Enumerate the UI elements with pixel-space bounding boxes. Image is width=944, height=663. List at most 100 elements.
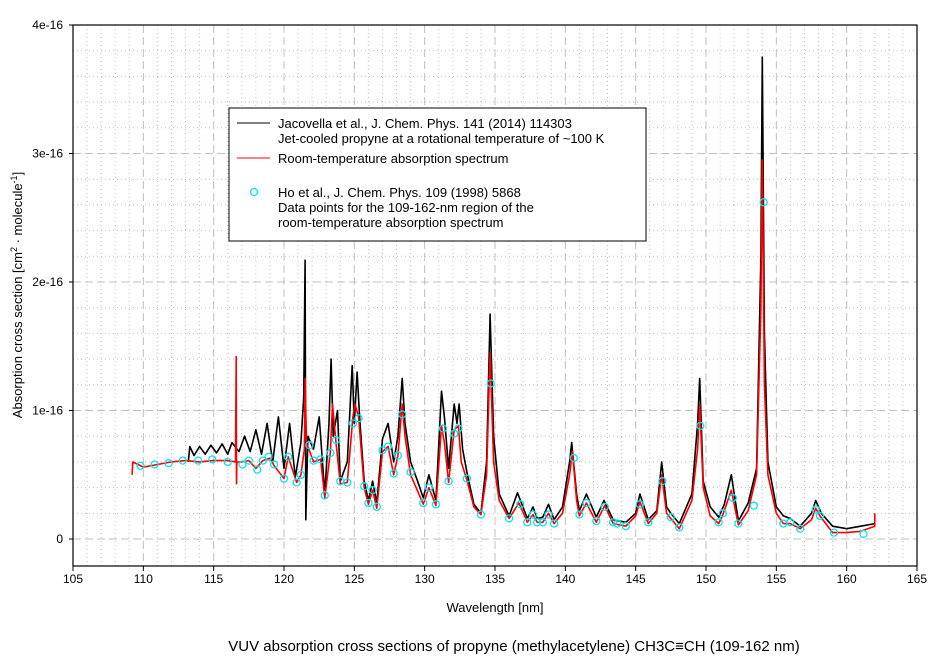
data-point-ho [592,516,601,526]
data-point-ho [383,442,393,451]
x-tick-label: 125 [344,572,364,586]
data-point-ho [613,519,622,528]
data-point-ho [164,459,173,468]
data-point-ho [253,465,262,474]
chart-title: VUV absorption cross sections of propyne… [228,638,800,655]
data-point-ho [270,460,279,469]
data-point-ho [223,457,232,467]
data-point-ho [675,523,684,532]
data-point-ho [136,461,145,470]
data-point-ho [284,452,293,461]
x-axis-label: Wavelength [nm] [446,600,543,615]
data-point-ho [326,448,335,458]
data-point-ho [749,501,758,510]
data-point-ho [178,456,187,465]
data-point-ho [389,469,398,478]
grid [73,25,917,566]
data-point-ho [811,505,820,514]
y-tick-label: 1e-16 [32,404,63,418]
data-point-ho [454,424,463,433]
data-point-ho [258,456,268,465]
y-tick-label: 4e-16 [32,18,63,32]
data-point-ho [393,451,403,460]
data-point-ho [538,518,547,527]
data-point-ho [238,460,247,469]
data-point-ho [450,429,459,438]
legend-swatch-cyan-marker [249,187,259,197]
data-point-ho [533,518,542,527]
x-tick-label: 145 [626,572,646,586]
data-point-ho [208,455,217,464]
data-point-ho [575,510,584,519]
x-tick-label: 150 [696,572,716,586]
data-point-ho [264,452,273,461]
legend-label-jacovella: Jacovella et al., J. Chem. Phys. 141 (20… [278,116,572,131]
data-point-ho [476,510,486,519]
data-point-ho [431,500,441,509]
x-tick-label: 115 [204,572,223,586]
x-tick-label: 140 [555,572,575,586]
data-point-ho [734,519,743,528]
data-point-ho [320,491,329,500]
legend-label-room-temperature: Room-temperature absorption spectrum [278,151,509,166]
data-point-ho [635,500,645,509]
data-point-ho [279,474,289,483]
y-tick-label: 3e-16 [32,147,63,161]
data-point-ho [398,410,407,419]
data-point-ho [462,474,472,483]
series-layer [131,56,876,539]
data-point-ho [244,456,253,465]
data-point-ho [378,446,387,455]
data-point-ho [666,513,675,522]
data-point-ho [150,460,159,469]
data-point-ho [759,198,768,207]
axis-ticks: 105 110 115 120 125 130 135 140 145 150 155 160 165 0… [32,18,927,586]
x-tick-label: 165 [907,572,927,586]
legend-label-datapoints: Data points for the 109-162-nm region of… [278,200,534,215]
data-point-ho [424,483,434,492]
data-point-ho [658,477,667,486]
x-tick-label: 160 [837,572,857,586]
data-point-ho [354,414,363,423]
data-point-ho [368,486,377,495]
data-point-ho [600,502,609,512]
data-point-ho [544,510,553,519]
data-point-ho [786,518,795,527]
data-point-ho [516,500,525,509]
legend-box [228,107,647,242]
data-point-ho [621,522,630,531]
data-point-ho [444,477,453,486]
legend-label-room-temp-spectrum: room-temperature absorption spectrum [278,215,503,230]
data-point-ho [419,498,428,508]
data-point-ho [829,528,839,537]
data-point-ho [549,519,559,528]
y-axis-label: Absorption cross section [cm2 · molecule… [9,172,25,418]
data-point-ho [372,502,381,512]
data-point-ho [714,518,723,527]
data-point-ho [609,518,618,527]
data-point-ho [316,455,325,464]
data-point-ho [364,498,373,508]
y-tick-label: 2e-16 [32,275,63,289]
data-point-ho [194,456,203,465]
legend-label-jetcooled: Jet-cooled propyne at a rotational tempe… [278,131,605,146]
legend-label-ho: Ho et al., J. Chem. Phys. 109 (1998) 586… [278,185,521,200]
data-point-ho [504,514,514,523]
data-point-ho [728,493,737,503]
data-point-ho [360,482,369,491]
x-tick-label: 105 [63,572,83,586]
data-point-ho [696,421,705,431]
legend: Jacovella et al., J. Chem. Phys. 141 (20… [228,107,647,242]
data-point-ho [528,510,538,519]
data-point-ho [644,518,653,527]
data-point-ho [343,478,352,487]
data-point-ho [486,379,495,388]
data-point-ho [292,478,301,487]
data-point-ho [796,524,805,533]
data-point-ho [348,419,358,428]
data-point-ho [305,441,314,450]
data-point-ho [523,518,532,527]
data-point-ho [438,424,448,433]
data-point-ho [406,468,415,477]
